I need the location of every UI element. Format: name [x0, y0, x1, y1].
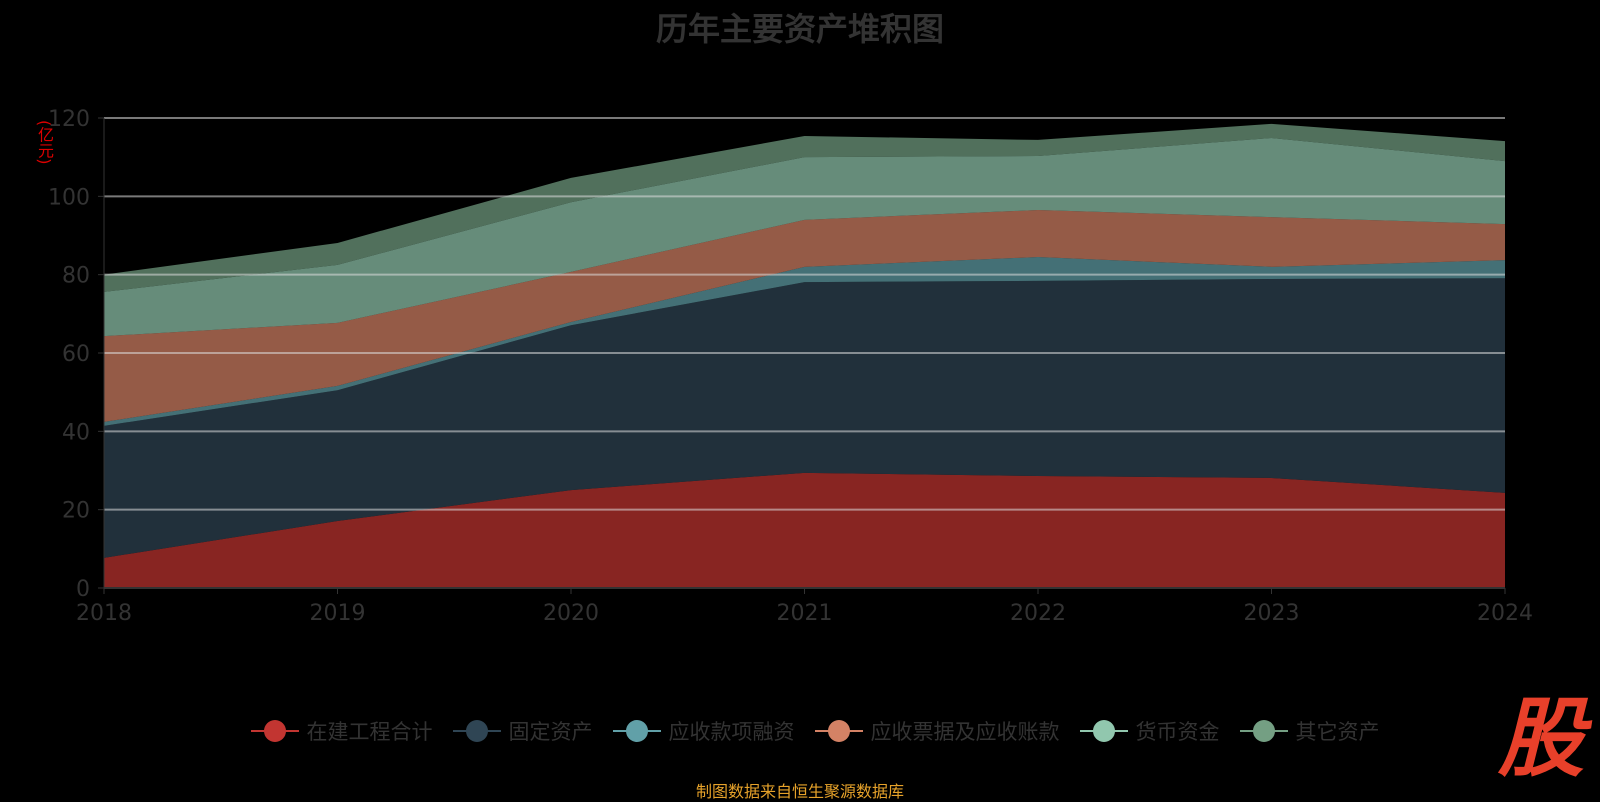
area-series-3 — [104, 210, 1505, 422]
legend-circle-icon — [452, 719, 501, 743]
legend-item[interactable]: 其它资产 — [1239, 716, 1380, 746]
y-tick-label: 80 — [62, 264, 90, 289]
legend-label: 应收票据及应收账款 — [870, 720, 1060, 744]
legend-label: 货币资金 — [1135, 720, 1220, 744]
x-tick-label: 2023 — [1244, 601, 1300, 626]
legend-label: 其它资产 — [1295, 720, 1380, 744]
stacked-area-chart: 0 20 40 60 80 100 120 2018 2019 2020 2021 2022 2023 2… — [48, 107, 1533, 626]
y-axis-label: (亿元) — [35, 120, 54, 165]
legend: 在建工程合计 固定资产 应收款项融资 应收票据及应收账款 货币资金 其它资产 — [0, 716, 1460, 746]
legend-item[interactable]: 固定资产 — [452, 716, 593, 746]
footer-source: 制图数据来自恒生聚源数据库 — [695, 782, 904, 801]
legend-circle-icon — [612, 719, 661, 743]
legend-circle-icon — [1079, 719, 1128, 743]
area-series-0 — [104, 472, 1505, 588]
y-tick-label: 0 — [76, 577, 90, 602]
legend-item[interactable]: 应收票据及应收账款 — [814, 716, 1060, 746]
y-tick-label: 60 — [62, 342, 90, 367]
x-tick-label: 2018 — [76, 601, 132, 626]
legend-circle-icon — [814, 719, 863, 743]
chart-title: 历年主要资产堆积图 — [655, 10, 944, 48]
area-series-1 — [104, 278, 1505, 558]
legend-item[interactable]: 货币资金 — [1079, 716, 1220, 746]
legend-item[interactable]: 在建工程合计 — [250, 716, 433, 746]
y-tick-label: 40 — [62, 420, 90, 445]
legend-label: 在建工程合计 — [306, 720, 433, 744]
x-tick-label: 2022 — [1010, 601, 1066, 626]
x-tick-label: 2021 — [777, 601, 833, 626]
x-tick-label: 2020 — [543, 601, 599, 626]
y-tick-label: 120 — [48, 107, 90, 132]
x-tick-label: 2019 — [310, 601, 366, 626]
y-tick-label: 20 — [62, 499, 90, 524]
legend-item[interactable]: 应收款项融资 — [612, 716, 795, 746]
legend-label: 应收款项融资 — [668, 720, 795, 744]
legend-label: 固定资产 — [508, 720, 593, 744]
y-tick-label: 100 — [48, 185, 90, 210]
brand-logo: 股 — [1498, 689, 1584, 789]
legend-circle-icon — [1239, 719, 1288, 743]
legend-circle-icon — [250, 719, 299, 743]
area-series-4 — [104, 137, 1505, 337]
x-tick-label: 2024 — [1477, 601, 1533, 626]
